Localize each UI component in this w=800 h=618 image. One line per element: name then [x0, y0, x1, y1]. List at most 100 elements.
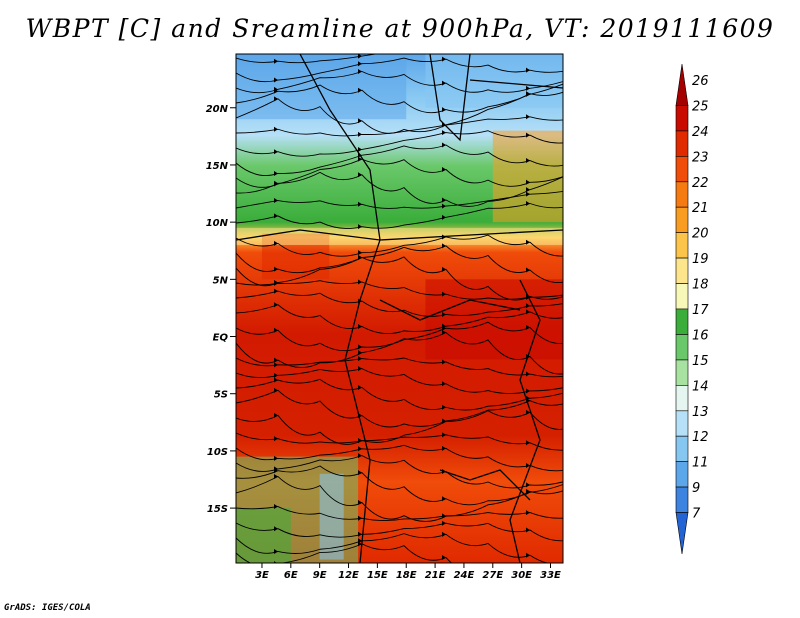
streamline [236, 256, 563, 301]
streamline-arrow [358, 470, 362, 476]
streamline-arrow [526, 440, 530, 446]
streamline-arrow [442, 496, 446, 502]
streamline [236, 171, 563, 207]
streamline-arrow [442, 291, 446, 297]
colorbar-segment [675, 461, 689, 488]
country-boundary [379, 299, 521, 321]
country-boundary [236, 229, 563, 241]
x-tick-label: 18E [396, 570, 417, 581]
colorbar-segment [675, 283, 689, 310]
streamline-arrow [526, 114, 530, 120]
streamline-arrow [358, 61, 362, 67]
streamline-arrow [274, 412, 278, 418]
colorbar-segment [675, 105, 689, 132]
y-tick-label: 5S [214, 390, 228, 401]
chart-title: WBPT [C] and Sreamline at 900hPa, VT: 20… [25, 14, 775, 43]
streamline-arrow [274, 302, 278, 308]
country-boundary [429, 54, 471, 142]
colorbar-label: 9 [692, 481, 700, 496]
streamline-arrow [526, 67, 530, 73]
streamline-arrow [358, 356, 362, 362]
streamline [236, 321, 563, 352]
streamline-arrow [358, 146, 362, 152]
streamline [236, 432, 563, 451]
streamline-arrow [358, 224, 362, 230]
plot-frame [235, 53, 564, 564]
streamline-arrow [442, 130, 446, 136]
streamline-arrow [526, 527, 530, 533]
streamline-arrow [442, 167, 446, 173]
streamline-arrow [442, 197, 446, 203]
streamline [236, 506, 563, 521]
streamline-arrow [274, 96, 278, 102]
country-boundary [299, 54, 381, 563]
streamline [236, 389, 563, 428]
y-tick-label: 10N [206, 218, 229, 229]
streamline [236, 234, 563, 257]
field-patch [236, 54, 407, 120]
streamline-arrow [526, 324, 530, 330]
streamline [236, 410, 563, 445]
x-axis: 3E 6E 9E 12E 15E 18E 21E 24E 27E 30E 33E [255, 563, 561, 581]
streamline-arrow [274, 548, 278, 554]
streamline-arrow [526, 239, 530, 245]
streamline-arrow [274, 377, 278, 383]
streamline-arrow [526, 179, 530, 185]
streamline [236, 280, 563, 300]
x-tick-label: 12E [338, 570, 359, 581]
streamline-arrow [274, 126, 278, 132]
streamline [236, 331, 563, 375]
streamline-arrow [442, 214, 446, 220]
colorbar-label: 26 [692, 74, 709, 89]
colorbar-label: 20 [692, 227, 709, 242]
streamline-arrow [526, 552, 530, 558]
streamline-arrow [442, 418, 446, 424]
streamline [236, 158, 563, 188]
streamline-arrow [274, 455, 278, 461]
colorbar-label: 19 [692, 252, 709, 267]
x-tick-label: 24E [454, 570, 475, 581]
streamline-arrow [274, 357, 278, 363]
colorbar-label: 18 [692, 278, 709, 293]
streamline-arrow [274, 372, 278, 378]
streamline-arrow [442, 243, 446, 249]
field-patch [236, 227, 563, 246]
streamline-arrow [358, 515, 362, 521]
streamline-arrow [358, 250, 362, 256]
streamline-arrow [274, 213, 278, 219]
colorbar-segment [675, 63, 689, 106]
streamline [236, 71, 563, 94]
streamline-arrow [358, 366, 362, 372]
streamline-arrow [274, 387, 278, 393]
colorbar-segment [675, 156, 689, 183]
streamline-arrow [358, 324, 362, 330]
streamline-arrow [274, 504, 278, 510]
streamline [236, 357, 563, 378]
streamline-arrow [274, 77, 278, 83]
streamline-arrow [526, 371, 530, 377]
colorbar-segment [675, 385, 689, 412]
streamline-arrow [274, 170, 278, 176]
streamline-arrow [442, 107, 446, 113]
streamline-arrow [442, 445, 446, 451]
streamline-arrow [526, 158, 530, 164]
colorbar-segment [675, 334, 689, 361]
streamline-arrow [526, 267, 530, 273]
streamline-arrow [442, 56, 446, 62]
colorbar-label: 14 [692, 379, 709, 394]
y-tick-label: EQ [213, 333, 229, 344]
colorbar-label: 25 [692, 99, 709, 114]
country-boundary [469, 79, 563, 89]
streamline-arrow [442, 203, 446, 209]
colorbar-segment [675, 308, 689, 335]
colorbar-label: 13 [692, 405, 709, 420]
colorbar-segment [675, 486, 689, 513]
x-tick-label: 15E [367, 570, 388, 581]
streamline-arrow [526, 488, 530, 494]
colorbar-segment [675, 181, 689, 208]
streamline-arrow [526, 309, 530, 315]
streamline-arrow [358, 156, 362, 162]
colorbar-segment [675, 232, 689, 259]
streamline-arrow [526, 388, 530, 394]
colorbar-label: 7 [692, 507, 701, 522]
